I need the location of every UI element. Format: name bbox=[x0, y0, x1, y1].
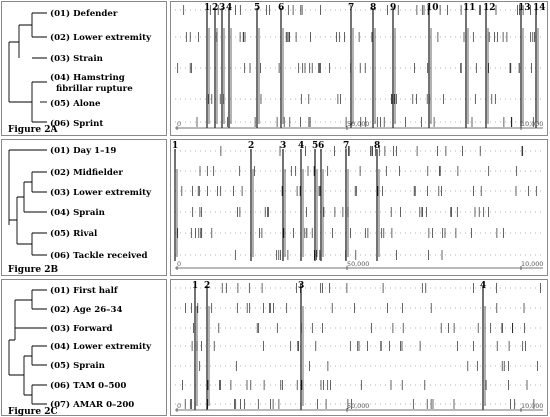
panel-c-item-1: (01) First half bbox=[50, 285, 119, 296]
panel-c-sequence-plot: 1 2 3 4 0 50,000 10,000 bbox=[170, 279, 548, 416]
x-axis-tick-label: 10,000 bbox=[521, 120, 543, 128]
panel-c-plot-svg: 1 2 3 4 0 50,000 10,000 bbox=[175, 281, 543, 412]
panel-a-item-5: (05) Alone bbox=[50, 98, 101, 109]
panel-c-item-6: (06) TAM 0–500 bbox=[50, 380, 126, 391]
panel-b-plot-svg: 1 2 3 4 5 6 7 8 0 50,000 10,000 bbox=[172, 141, 543, 270]
x-axis-tick-label: 0 bbox=[177, 260, 181, 268]
panel-a-item-6: (06) Sprint bbox=[50, 118, 103, 129]
x-axis-tick-label: 50,000 bbox=[347, 120, 369, 128]
panel-b-sequence-plot: 1 2 3 4 5 6 7 8 0 50,000 10,000 bbox=[170, 139, 548, 276]
event-label: 5 bbox=[312, 141, 318, 151]
event-label: 2 bbox=[212, 3, 218, 13]
panel-a-plot-svg: 1 2 3 4 5 6 7 8 9 10 11 12 13 140 50,000 10,000 bbox=[175, 3, 546, 130]
event-label: 8 bbox=[370, 3, 376, 13]
event-label: 7 bbox=[343, 141, 349, 151]
panel-b-dendrogram: (01) Day 1–19 (02) Midfielder (03) Lower… bbox=[8, 145, 152, 275]
panel-a-item-4-line1: (04) Hamstring bbox=[50, 72, 125, 83]
x-axis-tick-label: 10,000 bbox=[521, 402, 543, 410]
panel-c-dendrogram: (01) First half (02) Age 26–34 (03) Forw… bbox=[8, 285, 152, 417]
panel-a-sequence-plot: 1 2 3 4 5 6 7 8 9 10 11 12 13 14 0 50,000 10,000 bbox=[170, 1, 548, 136]
event-label: 4 bbox=[298, 141, 304, 151]
event-label: 3 bbox=[298, 281, 304, 291]
event-label: 7 bbox=[348, 3, 354, 13]
panel-c-item-5: (05) Sprain bbox=[50, 360, 106, 371]
event-label: 4 bbox=[480, 281, 486, 291]
event-label: 13 bbox=[518, 3, 531, 13]
panel-b-item-2: (02) Midfielder bbox=[50, 167, 123, 178]
panel-b-tree-box: (01) Day 1–19 (02) Midfielder (03) Lower… bbox=[1, 139, 167, 276]
event-label: 12 bbox=[483, 3, 496, 13]
event-label: 6 bbox=[318, 141, 324, 151]
panel-c-tree-lines bbox=[8, 289, 47, 405]
x-axis-tick-label: 10,000 bbox=[521, 260, 543, 268]
event-label: 11 bbox=[463, 3, 476, 13]
panel-a-figure-label: Figure 2A bbox=[8, 125, 59, 135]
event-label: 8 bbox=[374, 141, 380, 151]
event-label: 5 bbox=[254, 3, 260, 13]
panel-a-item-3: (03) Strain bbox=[50, 53, 104, 64]
panel-c-item-4: (04) Lower extremity bbox=[50, 341, 152, 352]
panel-c-tree-box: (01) First half (02) Age 26–34 (03) Forw… bbox=[1, 279, 167, 417]
event-label: 1 bbox=[204, 3, 210, 13]
panel-c-item-3: (03) Forward bbox=[50, 323, 112, 334]
panel-b-item-5: (05) Rival bbox=[50, 228, 98, 239]
x-axis-tick-label: 0 bbox=[177, 120, 181, 128]
panel-a-item-1: (01) Defender bbox=[50, 8, 118, 19]
panel-a-item-4-line2: fibrillar rupture bbox=[56, 84, 133, 94]
event-label: 14 bbox=[533, 3, 546, 13]
panel-b-item-1: (01) Day 1–19 bbox=[50, 145, 116, 156]
panel-b-item-6: (06) Tackle received bbox=[50, 250, 148, 261]
panel-a-tree-lines bbox=[8, 12, 47, 123]
event-label: 6 bbox=[278, 3, 284, 13]
event-label: 10 bbox=[426, 3, 439, 13]
panel-b-item-3: (03) Lower extremity bbox=[50, 187, 152, 198]
panel-a-dendrogram: (01) Defender (02) Lower extremity (03) … bbox=[8, 8, 152, 135]
x-axis-tick-label: 0 bbox=[177, 402, 181, 410]
x-axis-tick-label: 50,000 bbox=[347, 402, 369, 410]
event-label: 9 bbox=[390, 3, 396, 13]
event-label: 3 bbox=[219, 3, 225, 13]
event-label: 2 bbox=[248, 141, 254, 151]
panel-c-item-7: (07) AMAR 0–200 bbox=[50, 399, 134, 410]
panel-b-figure-label: Figure 2B bbox=[8, 265, 59, 275]
x-axis-tick-label: 50,000 bbox=[347, 260, 369, 268]
event-label: 1 bbox=[172, 141, 178, 151]
panel-a-tree-box: (01) Defender (02) Lower extremity (03) … bbox=[1, 1, 167, 136]
event-label: 1 bbox=[192, 281, 198, 291]
event-label: 4 bbox=[226, 3, 232, 13]
panel-a-item-2: (02) Lower extremity bbox=[50, 32, 152, 43]
panel-b-item-4: (04) Sprain bbox=[50, 207, 106, 218]
event-label: 3 bbox=[280, 141, 286, 151]
panel-c-figure-label: Figure 2C bbox=[8, 407, 58, 417]
panel-b-tree-lines bbox=[8, 149, 47, 256]
event-label: 2 bbox=[204, 281, 210, 291]
panel-c-item-2: (02) Age 26–34 bbox=[50, 304, 122, 315]
